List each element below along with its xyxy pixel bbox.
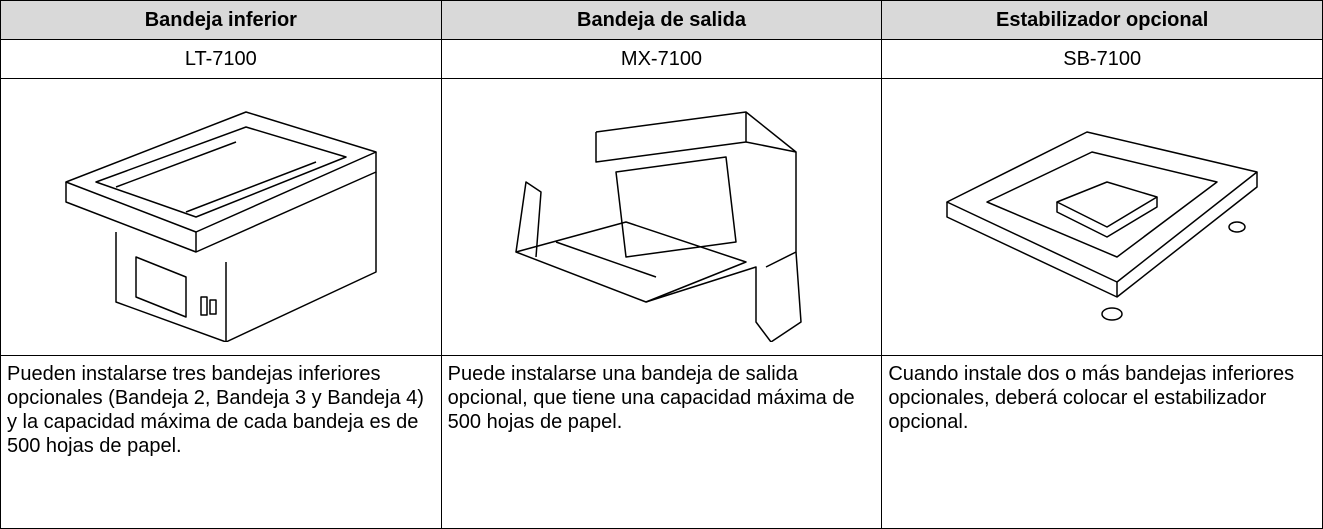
header-cell: Bandeja de salida xyxy=(440,0,883,40)
image-cell xyxy=(881,78,1323,356)
description-cell: Cuando instale dos o más bandejas inferi… xyxy=(881,355,1323,529)
model-row: LT-7100 MX-7100 SB-7100 xyxy=(0,39,1323,79)
description-cell: Puede instalarse una bandeja de salida o… xyxy=(440,355,883,529)
model-cell: LT-7100 xyxy=(0,39,442,79)
image-row xyxy=(0,78,1323,356)
lower-tray-illustration xyxy=(65,111,377,342)
stabilizer-illustration xyxy=(946,131,1258,321)
header-cell: Estabilizador opcional xyxy=(881,0,1323,40)
model-cell: SB-7100 xyxy=(881,39,1323,79)
image-cell xyxy=(0,78,442,356)
description-row: Pueden instalarse tres bandejas inferior… xyxy=(0,355,1323,529)
description-cell: Pueden instalarse tres bandejas inferior… xyxy=(0,355,442,529)
model-cell: MX-7100 xyxy=(440,39,883,79)
output-tray-illustration xyxy=(515,111,803,342)
image-cell xyxy=(440,78,883,356)
header-cell: Bandeja inferior xyxy=(0,0,442,40)
header-row: Bandeja inferior Bandeja de salida Estab… xyxy=(0,0,1323,40)
